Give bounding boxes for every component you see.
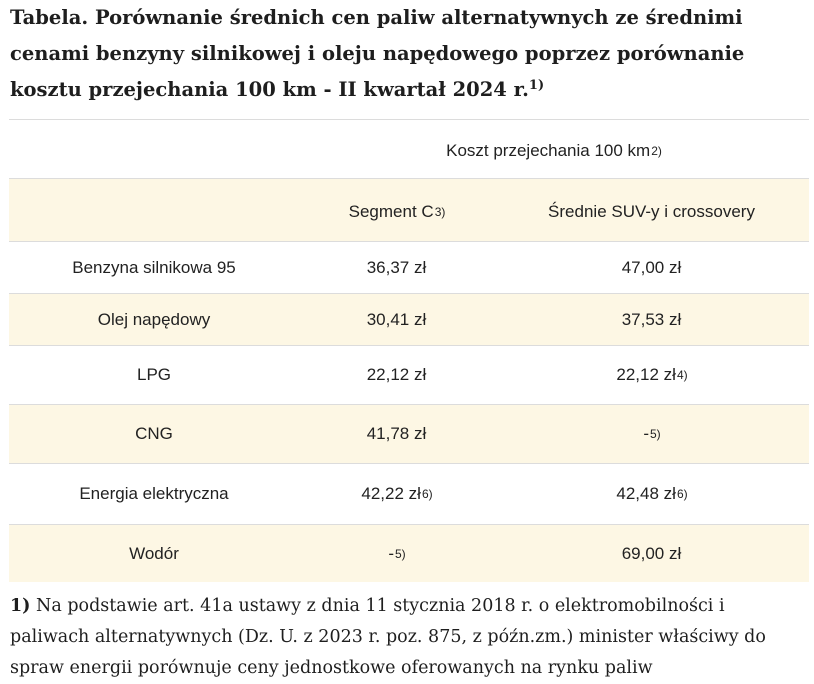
segment-c-value: 36,37 zł bbox=[366, 257, 427, 277]
suv-cell: 42,48 zł 6) bbox=[616, 484, 688, 503]
fuel-cost-table: Koszt przejechania 100 km 2) Segment C 3) … bbox=[9, 119, 809, 582]
segment-c-cell: 30,41 zł bbox=[299, 294, 495, 345]
suv-value: 22,12 zł bbox=[616, 365, 676, 384]
table-row: Energia elektryczna 42,22 zł 6) 42,48 zł 6… bbox=[9, 464, 809, 525]
suv-cell: 69,00 zł bbox=[495, 525, 809, 582]
table-title-text: Tabela. Porównanie średnich cen paliw al… bbox=[10, 6, 745, 101]
column-header-segment-c-text: Segment C bbox=[348, 202, 434, 221]
column-header-fuel bbox=[9, 179, 299, 241]
footnote-1: 1) Na podstawie art. 41a ustawy z dnia 1… bbox=[10, 591, 805, 684]
table-row: Benzyna silnikowa 95 36,37 zł 47,00 zł bbox=[9, 242, 809, 294]
suv-cell: 37,53 zł bbox=[495, 294, 809, 345]
segment-c-cell: 22,12 zł bbox=[299, 346, 495, 404]
segment-c-value: 30,41 zł bbox=[366, 309, 427, 329]
fuel-name-cell: LPG bbox=[136, 365, 172, 384]
fuel-name-cell: Olej napędowy bbox=[97, 309, 211, 329]
segment-c-value: - bbox=[388, 543, 394, 563]
suv-cell: 22,12 zł 4) bbox=[616, 365, 688, 384]
suv-value: 69,00 zł bbox=[621, 543, 682, 563]
fuel-name-cell: Wodór bbox=[129, 543, 179, 563]
column-header-suv: Średnie SUV-y i crossovery bbox=[495, 179, 809, 241]
segment-c-cell: 36,37 zł bbox=[299, 242, 495, 293]
column-header-row: Segment C 3) Średnie SUV-y i crossovery bbox=[9, 179, 809, 242]
group-header-text: Koszt przejechania 100 km bbox=[446, 141, 651, 160]
suv-value: 47,00 zł bbox=[621, 257, 682, 277]
segment-c-value: 42,22 zł bbox=[361, 484, 421, 503]
table-row: LPG 22,12 zł 22,12 zł 4) bbox=[9, 346, 809, 405]
table-title: Tabela. Porównanie średnich cen paliw al… bbox=[10, 0, 805, 108]
table-row: CNG 41,78 zł -5) bbox=[9, 405, 809, 464]
fuel-name-cell: Benzyna silnikowa 95 bbox=[72, 257, 236, 277]
footnote-marker: 1) bbox=[10, 596, 31, 616]
segment-c-value: 22,12 zł bbox=[366, 365, 427, 384]
title-footnote-ref: 1) bbox=[528, 78, 545, 93]
suv-cell: -5) bbox=[643, 424, 661, 443]
fuel-name-cell: CNG bbox=[135, 424, 173, 443]
segment-c-cell: 41,78 zł bbox=[299, 405, 495, 463]
footnote-text: Na podstawie art. 41a ustawy z dnia 11 s… bbox=[10, 596, 766, 678]
table-row: Wodór -5) 69,00 zł bbox=[9, 525, 809, 582]
segment-c-cell: -5) bbox=[388, 543, 406, 563]
column-header-segment-c: Segment C 3) bbox=[348, 202, 446, 221]
suv-value: 37,53 zł bbox=[621, 309, 682, 329]
table-row: Olej napędowy 30,41 zł 37,53 zł bbox=[9, 294, 809, 346]
group-header-row: Koszt przejechania 100 km 2) bbox=[9, 119, 809, 179]
suv-value: - bbox=[643, 424, 649, 443]
fuel-name-cell: Energia elektryczna bbox=[79, 484, 229, 503]
suv-value: 42,48 zł bbox=[616, 484, 676, 503]
segment-c-value: 41,78 zł bbox=[366, 424, 427, 443]
suv-cell: 47,00 zł bbox=[495, 242, 809, 293]
group-header-cell: Koszt przejechania 100 km 2) bbox=[446, 141, 662, 160]
segment-c-cell: 42,22 zł 6) bbox=[361, 484, 433, 503]
column-header-suv-text: Średnie SUV-y i crossovery bbox=[548, 202, 755, 221]
